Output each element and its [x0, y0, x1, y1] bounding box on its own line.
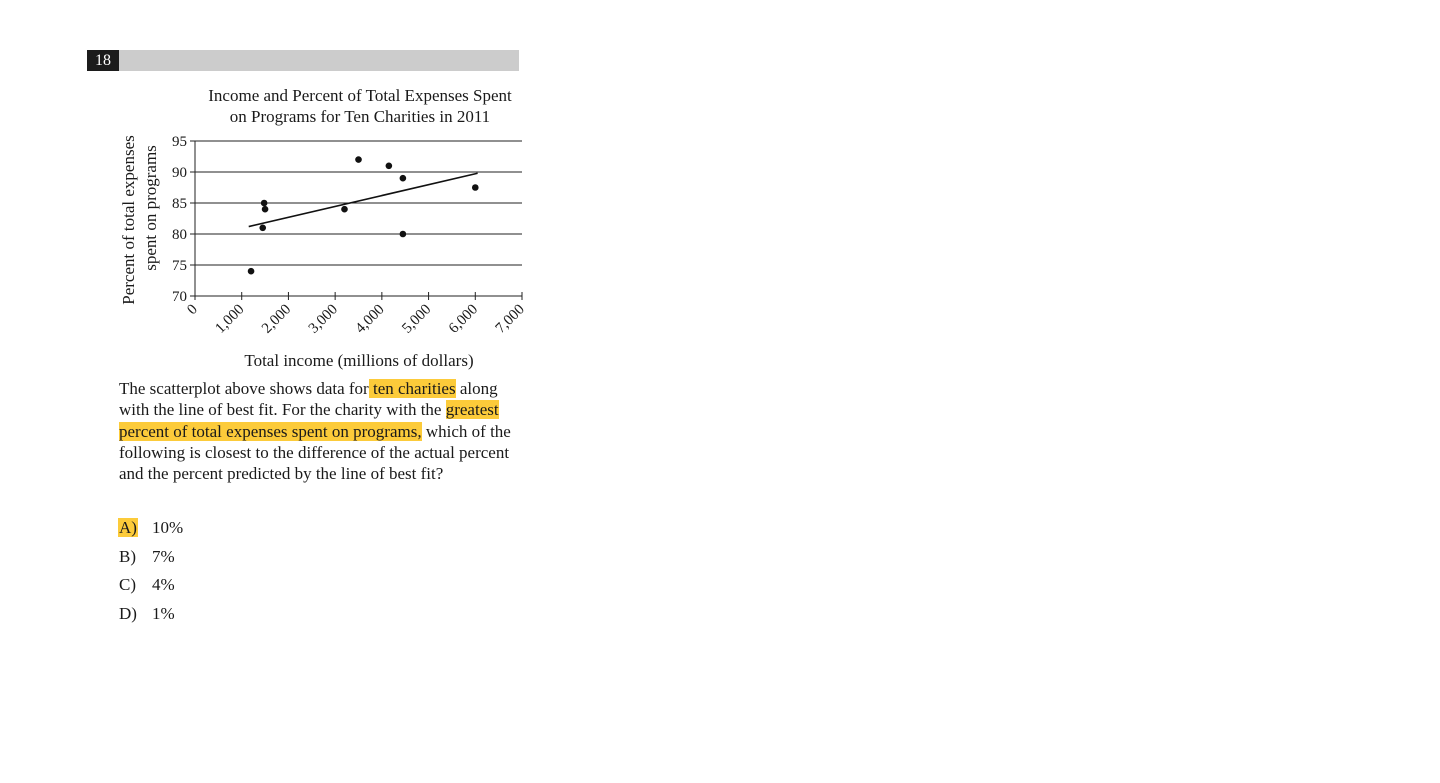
x-tick-label-5000: 5,000 [399, 302, 434, 337]
x-tick-label-7000: 7,000 [493, 302, 528, 337]
question-header-bar: 18 [87, 50, 519, 71]
chart-title-line-2: on Programs for Ten Charities in 2011 [229, 107, 491, 126]
answer-choices: A) 10% B) 7% C) 4% D) 1% [118, 517, 183, 631]
data-point-10 [471, 184, 479, 191]
y-axis-label-line-2: spent on programs [141, 145, 160, 271]
question-text-part-3: which of the following is closest to the… [119, 421, 511, 484]
y-tick-label-70: 70 [172, 289, 187, 305]
data-point-6 [355, 156, 362, 163]
data-point-2 [259, 224, 267, 232]
x-tick-label-2000: 2,000 [259, 302, 294, 337]
question-text: The scatterplot above shows data for ten… [119, 378, 529, 484]
y-tick-label-85: 85 [172, 196, 187, 212]
highlight-ten-charities: ten charities [368, 379, 456, 398]
y-tick-label-80: 80 [172, 227, 187, 243]
data-point-5 [341, 205, 348, 213]
x-tick-label-1000: 1,000 [212, 302, 247, 337]
x-tick-label-4000: 4,000 [353, 302, 388, 337]
question-text-part-1: The scatterplot above shows data for [119, 379, 369, 398]
choice-b-letter: B) [119, 546, 136, 566]
line-of-best-fit [248, 172, 478, 228]
x-tick-label-6000: 6,000 [446, 302, 481, 337]
x-axis-label: Total income (millions of dollars) [244, 351, 473, 370]
choice-b[interactable]: B) 7% [118, 546, 183, 575]
y-tick-label-75: 75 [172, 258, 187, 274]
data-point-4 [261, 205, 269, 213]
y-tick-label-95: 95 [172, 134, 187, 150]
choice-c-text: 4% [152, 575, 175, 594]
y-axis-label-line-1: Percent of total expenses [119, 135, 138, 304]
choice-d-letter: D) [119, 603, 137, 623]
chart-title-line-1: Income and Percent of Total Expenses Spe… [208, 86, 512, 105]
choice-d[interactable]: D) 1% [118, 603, 183, 632]
choice-c[interactable]: C) 4% [118, 574, 183, 603]
choice-d-text: 1% [152, 603, 175, 623]
y-tick-label-90: 90 [172, 165, 187, 181]
choice-b-text: 7% [152, 546, 175, 566]
data-point-9 [399, 230, 407, 238]
x-tick-label-3000: 3,000 [306, 302, 341, 337]
choice-c-letter: C) [119, 575, 136, 594]
chart-title: Income and Percent of Total Expenses Spe… [190, 85, 530, 127]
choice-a-text: 10% [152, 518, 184, 537]
question-number: 18 [87, 50, 119, 71]
data-point-1 [247, 267, 255, 275]
choice-a[interactable]: A) 10% [118, 517, 183, 546]
data-point-7 [385, 162, 393, 170]
scatterplot-chart: 70 75 80 85 90 95 0 1,000 2,000 3,000 4,000 5,000 6,… [119, 134, 528, 370]
data-point-8 [399, 174, 407, 182]
data-point-3 [260, 199, 268, 207]
question-text-part-2: along with the line of best fit. For the… [119, 379, 498, 420]
x-tick-label-0: 0 [184, 302, 201, 319]
choice-a-letter: A) [118, 518, 138, 537]
